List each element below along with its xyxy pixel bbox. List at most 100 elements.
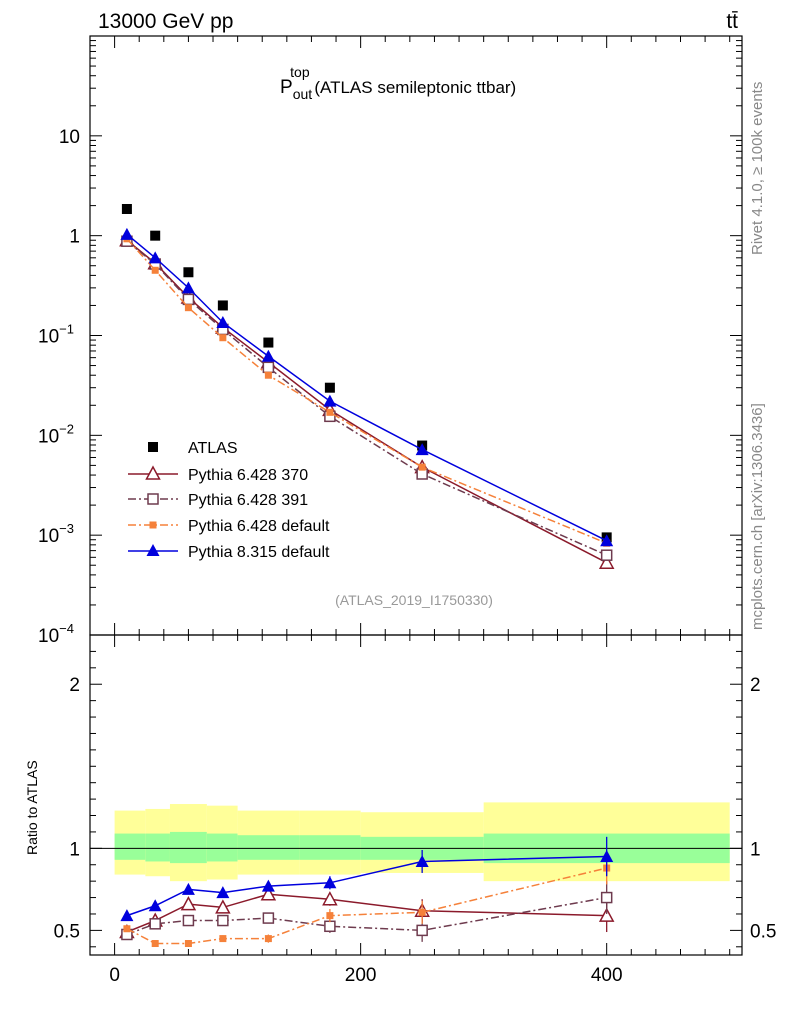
legend-label-p6def: Pythia 6.428 default <box>188 518 330 535</box>
ratio-ytick-label-left: 2 <box>69 675 80 696</box>
ratio-xtick-label: 400 <box>591 965 623 986</box>
title-sub: out <box>293 86 313 102</box>
main-point-p391 <box>262 361 275 374</box>
legend-item-p6def: Pythia 6.428 default <box>128 518 330 535</box>
main-point-p6def <box>151 266 159 274</box>
ratio-point-p370 <box>322 891 338 906</box>
rivet-label: Rivet 4.1.0, ≥ 100k events <box>749 82 766 255</box>
ratio-line-p370 <box>126 893 607 933</box>
band-inner-4 <box>237 835 300 860</box>
band-inner-5 <box>299 835 361 860</box>
title-main: P <box>280 77 293 98</box>
main-point-p8 <box>148 251 162 264</box>
legend-label-p370: Pythia 6.428 370 <box>188 467 308 484</box>
main-point-p8 <box>216 315 230 328</box>
ratio-panel: 0 200 400 2 2 1 1 0.5 0.5 <box>54 634 776 986</box>
legend-item-atlas: ATLAS <box>148 440 238 457</box>
ratio-point-p391 <box>416 924 428 937</box>
ratio-point-p370 <box>598 907 615 922</box>
legend-item-p370: Pythia 6.428 370 <box>128 465 308 484</box>
legend-label-p391: Pythia 6.428 391 <box>188 492 308 509</box>
ratio-xtick-label: 0 <box>109 965 120 986</box>
legend-item-p8: Pythia 8.315 default <box>128 544 330 561</box>
ratio-point-p391 <box>324 920 336 933</box>
ratio-point-p8 <box>120 909 134 922</box>
legend-marker-p370 <box>145 465 161 480</box>
main-point-p8 <box>600 534 614 547</box>
ratio-point-p8 <box>323 876 337 889</box>
ratio-point-p391 <box>217 914 229 927</box>
ratio-point-p8 <box>148 899 162 912</box>
ratio-point-p8 <box>261 879 275 892</box>
legend-marker-atlas <box>148 442 158 452</box>
main-point-p8 <box>323 394 337 407</box>
legend-label-atlas: ATLAS <box>188 440 238 457</box>
main-point-data <box>121 203 132 214</box>
ratio-point-p8 <box>181 882 195 895</box>
ratio-point-p6def <box>264 935 272 943</box>
ratio-ytick-label-left: 0.5 <box>54 921 80 942</box>
ratio-ytick-label-left: 1 <box>69 839 80 860</box>
band-inner-1 <box>145 833 170 862</box>
ratio-point-p391 <box>600 891 613 904</box>
main-panel: 10 1 10−1 10−2 10−3 10−4 <box>38 35 743 647</box>
ratio-point-p391 <box>262 912 275 924</box>
ratio-point-p370 <box>260 886 277 901</box>
title-rest: (ATLAS semileptonic ttbar) <box>310 78 517 97</box>
main-point-data <box>183 267 194 278</box>
main-point-p8 <box>415 443 429 456</box>
legend-label-p8: Pythia 8.315 default <box>188 544 330 561</box>
main-point-p6def <box>184 304 192 312</box>
band-inner-2 <box>169 831 207 864</box>
main-point-data <box>324 382 335 393</box>
ratio-line-p6def <box>126 867 607 945</box>
main-ytick-label: 10−2 <box>38 421 74 447</box>
main-point-data <box>263 337 274 348</box>
ratio-xtick-label: 200 <box>345 965 377 986</box>
main-point-p8 <box>181 281 195 294</box>
main-line-p391 <box>126 240 607 556</box>
legend-marker-p391 <box>147 493 159 505</box>
main-point-p6def <box>326 408 334 416</box>
main-ytick-label: 10−3 <box>38 521 74 547</box>
mcplots-label: mcplots.cern.ch [arXiv:1306.3436] <box>749 403 766 630</box>
main-point-p8 <box>261 349 275 362</box>
ratio-point-p6def <box>219 935 227 943</box>
ratio-point-p8 <box>415 854 429 867</box>
legend-item-p391: Pythia 6.428 391 <box>128 492 308 509</box>
ratio-point-p8 <box>600 850 614 863</box>
main-ytick-label: 10−1 <box>38 322 74 348</box>
ratio-ytick-label-right: 1 <box>750 839 761 860</box>
main-point-p6def <box>264 371 272 379</box>
ratio-frame <box>89 634 743 956</box>
band-inner-0 <box>114 833 146 860</box>
ratio-point-p391 <box>182 914 195 927</box>
ratio-point-p6def <box>326 912 334 920</box>
main-ytick-label: 1 <box>69 227 80 248</box>
main-point-p370 <box>598 554 615 569</box>
main-point-p6def <box>219 334 227 342</box>
main-ytick-label: 10 <box>59 127 80 148</box>
main-point-p391 <box>600 549 613 561</box>
band-inner-3 <box>206 833 238 862</box>
ratio-ytick-label-right: 2 <box>750 675 761 696</box>
main-point-p8 <box>120 227 134 240</box>
main-point-p6def <box>418 463 426 471</box>
main-ytick-label: 10−4 <box>38 621 74 647</box>
ratio-point-p6def <box>418 908 426 916</box>
header-process: tt̄ <box>726 10 738 33</box>
main-point-data <box>150 230 161 241</box>
ratio-point-p6def <box>184 940 192 948</box>
ratio-ylabel: Ratio to ATLAS <box>24 760 40 855</box>
legend-marker-p6def <box>149 521 157 529</box>
ratio-point-p8 <box>216 886 230 899</box>
ratio-point-p370 <box>215 899 231 914</box>
plot-title: Pout top (ATLAS semileptonic ttbar) <box>280 64 516 102</box>
header-energy: 13000 GeV pp <box>98 10 233 33</box>
main-line-p6def <box>126 238 607 544</box>
main-point-data <box>217 300 228 311</box>
ratio-line-p8 <box>126 855 607 917</box>
ratio-point-p6def <box>151 940 159 948</box>
ratio-point-p6def <box>123 925 131 933</box>
